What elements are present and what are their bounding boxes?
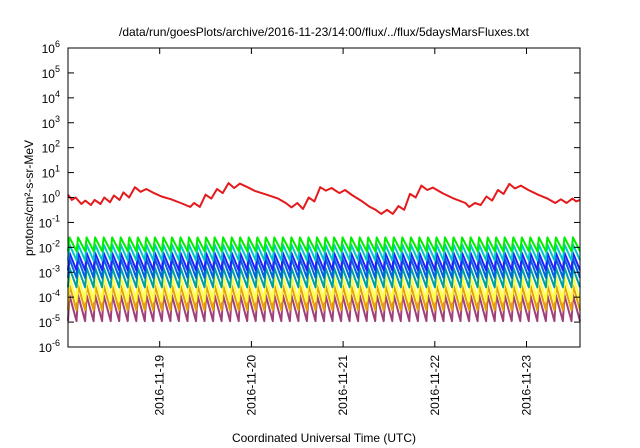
chart-title: /data/run/goesPlots/archive/2016-11-23/1… [119, 25, 530, 39]
y-axis-label: protons/cm²-s-sr-MeV [22, 140, 36, 256]
x-tick-label: 2016-11-21 [336, 355, 350, 416]
y-tick-label: 102 [42, 139, 60, 156]
y-tick-label: 105 [42, 64, 60, 81]
series-layer [67, 182, 581, 323]
x-tick-label: 2016-11-23 [520, 355, 534, 416]
y-tick-label: 10-4 [39, 288, 60, 305]
series-line-5 [67, 266, 581, 289]
y-tick-label: 10-6 [39, 338, 60, 355]
x-tick-label: 2016-11-20 [244, 355, 258, 416]
series-line-4 [67, 257, 581, 279]
y-tick-label: 10-3 [39, 263, 60, 280]
series-line-3 [67, 251, 581, 272]
x-axis: 2016-11-19 2016-11-20 2016-11-21 2016-11-22… [153, 48, 534, 416]
series-line-6 [67, 275, 581, 302]
y-tick-label: 10-1 [39, 213, 60, 230]
series-line-7 [67, 284, 581, 312]
series-line-1 [67, 236, 581, 253]
y-tick-label: 10-2 [39, 238, 60, 255]
y-tick-label: 100 [42, 189, 60, 206]
y-tick-label: 10-5 [39, 313, 60, 330]
x-tick-label: 2016-11-19 [153, 355, 167, 416]
series-line-8 [67, 294, 581, 323]
y-axis: 10-6 10-5 10-4 10-3 10-2 10-1 100 101 102 103 104 1… [39, 39, 580, 355]
y-tick-label: 106 [42, 39, 60, 56]
series-line-0 [67, 182, 581, 215]
x-axis-label: Coordinated Universal Time (UTC) [232, 431, 416, 445]
y-tick-label: 101 [42, 164, 60, 181]
y-tick-label: 104 [42, 89, 60, 106]
series-line-2 [67, 243, 581, 262]
x-tick-label: 2016-11-22 [428, 355, 442, 416]
y-tick-label: 103 [42, 114, 60, 131]
